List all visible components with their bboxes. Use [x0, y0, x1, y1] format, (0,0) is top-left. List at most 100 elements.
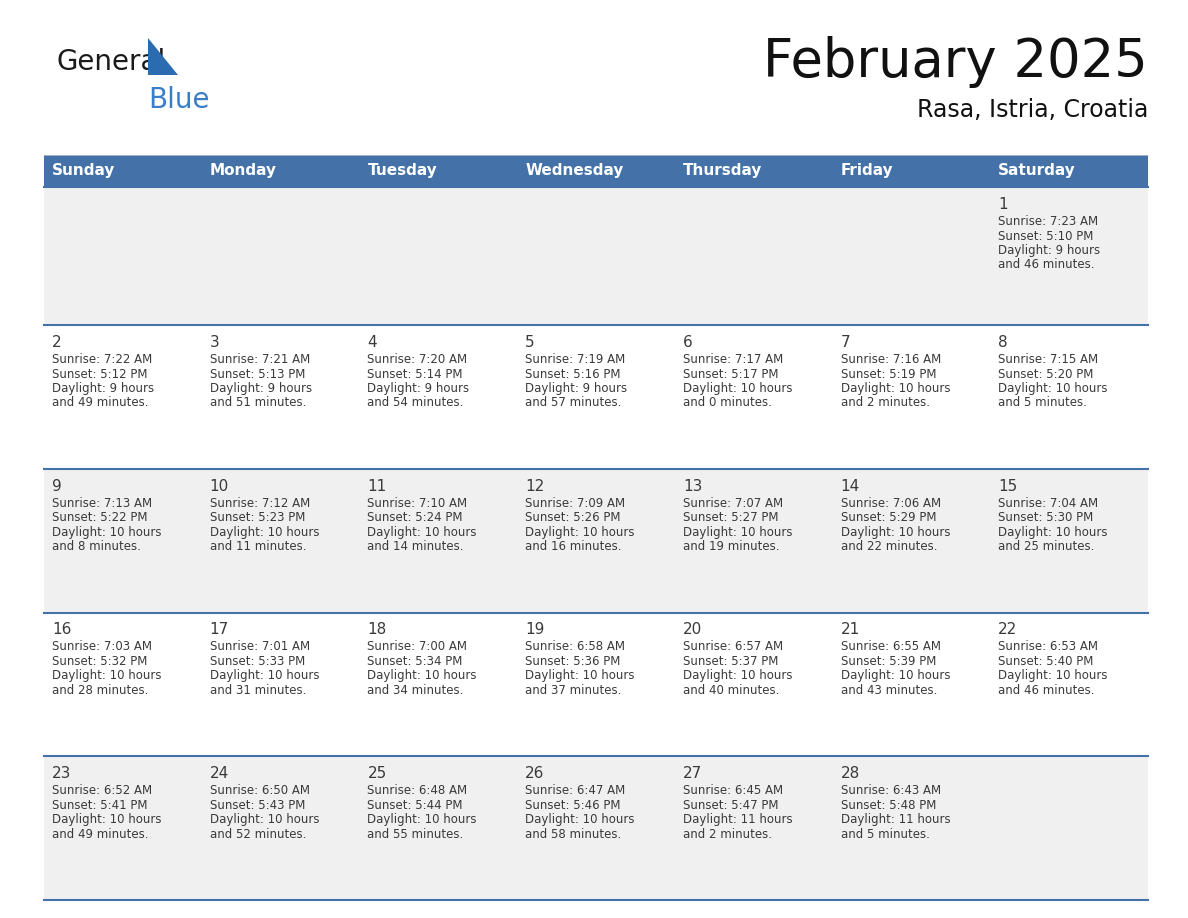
Text: Sunrise: 7:13 AM: Sunrise: 7:13 AM [52, 497, 152, 509]
Text: Sunset: 5:22 PM: Sunset: 5:22 PM [52, 511, 147, 524]
Text: Sunrise: 6:53 AM: Sunrise: 6:53 AM [998, 641, 1098, 654]
Text: 9: 9 [52, 479, 62, 494]
Bar [44, 469, 202, 612]
Text: Daylight: 10 hours: Daylight: 10 hours [998, 669, 1107, 682]
Text: 18: 18 [367, 622, 386, 637]
Bar [833, 756, 991, 900]
Text: and 52 minutes.: and 52 minutes. [210, 828, 307, 841]
Bar [517, 325, 675, 469]
Text: Sunset: 5:23 PM: Sunset: 5:23 PM [210, 511, 305, 524]
Text: and 43 minutes.: and 43 minutes. [841, 684, 937, 697]
Text: Sunrise: 6:47 AM: Sunrise: 6:47 AM [525, 784, 625, 797]
Text: Daylight: 10 hours: Daylight: 10 hours [367, 526, 476, 539]
Text: 2: 2 [52, 335, 62, 350]
Text: Sunrise: 7:16 AM: Sunrise: 7:16 AM [841, 353, 941, 366]
Bar [360, 469, 517, 612]
Text: Sunrise: 6:58 AM: Sunrise: 6:58 AM [525, 641, 625, 654]
Text: 28: 28 [841, 767, 860, 781]
Text: Sunset: 5:40 PM: Sunset: 5:40 PM [998, 655, 1094, 668]
Text: 14: 14 [841, 479, 860, 494]
Text: Sunset: 5:46 PM: Sunset: 5:46 PM [525, 799, 620, 812]
Text: 22: 22 [998, 622, 1018, 637]
Text: and 5 minutes.: and 5 minutes. [998, 397, 1087, 409]
Text: 17: 17 [210, 622, 229, 637]
Bar [360, 325, 517, 469]
Bar [44, 187, 202, 325]
Bar [44, 325, 202, 469]
Text: 7: 7 [841, 335, 851, 350]
Text: Daylight: 10 hours: Daylight: 10 hours [210, 526, 320, 539]
Text: Daylight: 10 hours: Daylight: 10 hours [367, 669, 476, 682]
Text: 1: 1 [998, 197, 1007, 212]
Text: Daylight: 10 hours: Daylight: 10 hours [52, 526, 162, 539]
Text: Daylight: 11 hours: Daylight: 11 hours [841, 813, 950, 826]
Text: Sunrise: 7:22 AM: Sunrise: 7:22 AM [52, 353, 152, 366]
Bar [360, 155, 517, 187]
Text: Sunrise: 7:23 AM: Sunrise: 7:23 AM [998, 215, 1099, 228]
Text: Daylight: 10 hours: Daylight: 10 hours [683, 669, 792, 682]
Bar [833, 612, 991, 756]
Text: and 37 minutes.: and 37 minutes. [525, 684, 621, 697]
Text: 27: 27 [683, 767, 702, 781]
Text: and 14 minutes.: and 14 minutes. [367, 541, 465, 554]
Text: Daylight: 11 hours: Daylight: 11 hours [683, 813, 792, 826]
Text: Daylight: 10 hours: Daylight: 10 hours [841, 669, 950, 682]
Bar [202, 469, 360, 612]
Text: Sunrise: 7:17 AM: Sunrise: 7:17 AM [683, 353, 783, 366]
Bar [517, 187, 675, 325]
Bar [833, 187, 991, 325]
Text: and 16 minutes.: and 16 minutes. [525, 541, 621, 554]
Text: Friday: Friday [841, 163, 893, 178]
Text: Daylight: 10 hours: Daylight: 10 hours [525, 526, 634, 539]
Text: Daylight: 10 hours: Daylight: 10 hours [52, 669, 162, 682]
Text: Wednesday: Wednesday [525, 163, 624, 178]
Bar [675, 155, 833, 187]
Bar [360, 756, 517, 900]
Text: Daylight: 10 hours: Daylight: 10 hours [525, 669, 634, 682]
Text: and 2 minutes.: and 2 minutes. [683, 828, 772, 841]
Text: Daylight: 10 hours: Daylight: 10 hours [841, 526, 950, 539]
Text: and 55 minutes.: and 55 minutes. [367, 828, 463, 841]
Bar [833, 469, 991, 612]
Text: Daylight: 10 hours: Daylight: 10 hours [210, 813, 320, 826]
Text: 6: 6 [683, 335, 693, 350]
Bar [833, 155, 991, 187]
Text: Thursday: Thursday [683, 163, 763, 178]
Text: Sunset: 5:20 PM: Sunset: 5:20 PM [998, 367, 1094, 380]
Bar [991, 469, 1148, 612]
Text: Sunset: 5:27 PM: Sunset: 5:27 PM [683, 511, 778, 524]
Text: Sunrise: 6:57 AM: Sunrise: 6:57 AM [683, 641, 783, 654]
Text: Sunset: 5:47 PM: Sunset: 5:47 PM [683, 799, 778, 812]
Text: Sunrise: 7:15 AM: Sunrise: 7:15 AM [998, 353, 1099, 366]
Bar [202, 756, 360, 900]
Text: Sunset: 5:39 PM: Sunset: 5:39 PM [841, 655, 936, 668]
Text: Sunset: 5:30 PM: Sunset: 5:30 PM [998, 511, 1093, 524]
Bar [517, 155, 675, 187]
Text: Blue: Blue [148, 86, 209, 114]
Text: Tuesday: Tuesday [367, 163, 437, 178]
Text: Daylight: 10 hours: Daylight: 10 hours [210, 669, 320, 682]
Text: and 28 minutes.: and 28 minutes. [52, 684, 148, 697]
Text: Sunrise: 6:48 AM: Sunrise: 6:48 AM [367, 784, 468, 797]
Text: Sunset: 5:19 PM: Sunset: 5:19 PM [841, 367, 936, 380]
Text: Sunrise: 7:19 AM: Sunrise: 7:19 AM [525, 353, 625, 366]
Text: and 5 minutes.: and 5 minutes. [841, 828, 929, 841]
Bar [833, 325, 991, 469]
Text: Sunset: 5:14 PM: Sunset: 5:14 PM [367, 367, 463, 380]
Bar [517, 756, 675, 900]
Text: and 11 minutes.: and 11 minutes. [210, 541, 307, 554]
Text: Daylight: 10 hours: Daylight: 10 hours [683, 526, 792, 539]
Text: Monday: Monday [210, 163, 277, 178]
Bar [991, 325, 1148, 469]
Text: Sunset: 5:26 PM: Sunset: 5:26 PM [525, 511, 620, 524]
Text: Saturday: Saturday [998, 163, 1076, 178]
Text: and 46 minutes.: and 46 minutes. [998, 684, 1095, 697]
Bar [202, 187, 360, 325]
Bar [675, 187, 833, 325]
Text: Sunrise: 7:03 AM: Sunrise: 7:03 AM [52, 641, 152, 654]
Text: and 0 minutes.: and 0 minutes. [683, 397, 772, 409]
Text: Daylight: 9 hours: Daylight: 9 hours [52, 382, 154, 395]
Text: Daylight: 10 hours: Daylight: 10 hours [683, 382, 792, 395]
Bar [991, 612, 1148, 756]
Text: 12: 12 [525, 479, 544, 494]
